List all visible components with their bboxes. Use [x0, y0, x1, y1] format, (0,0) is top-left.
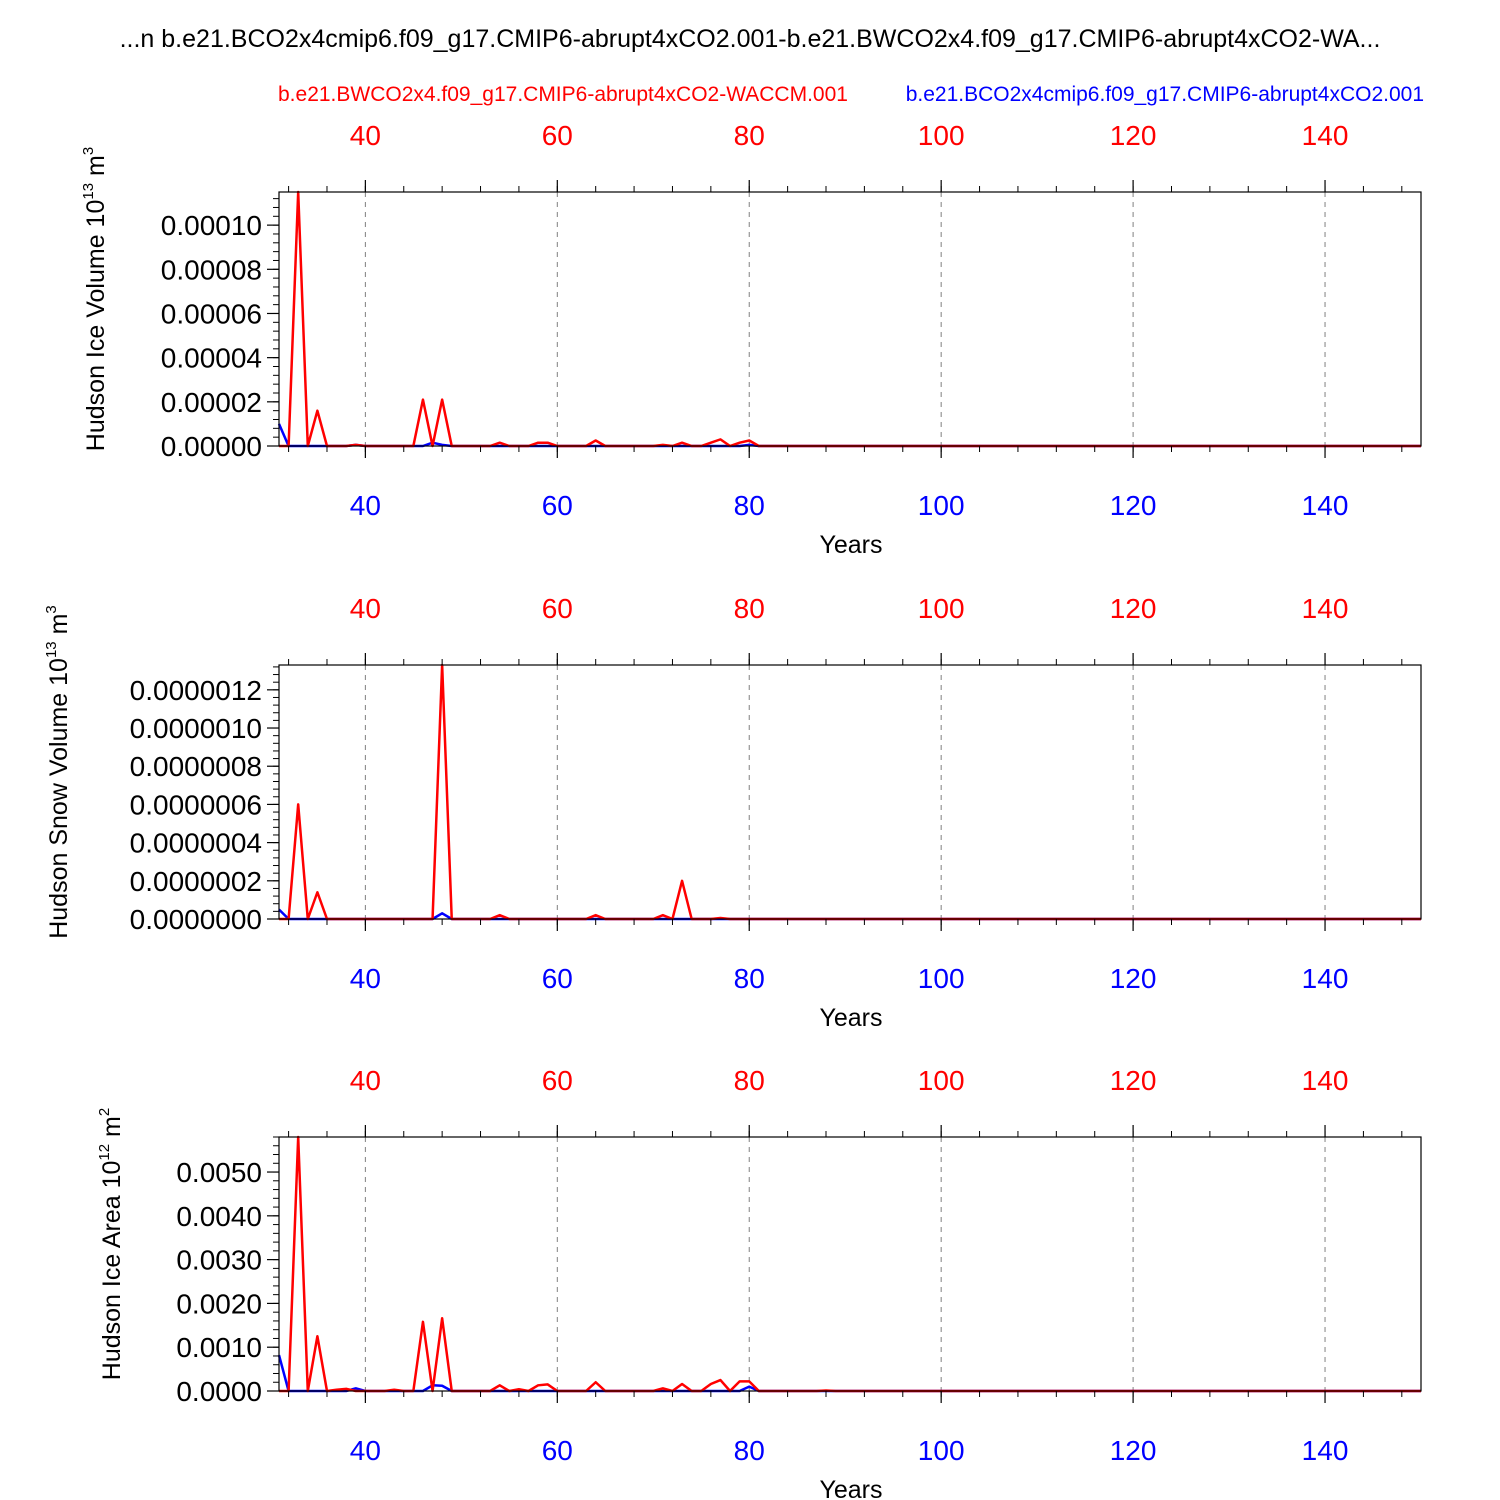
x-tick-label: 80 — [734, 490, 765, 521]
series-line-red — [279, 663, 1421, 921]
y-tick-label: 0.0000004 — [130, 828, 262, 859]
top-tick-label: 100 — [918, 1065, 965, 1096]
top-tick-label: 100 — [918, 593, 965, 624]
y-axis-label: Hudson Ice Area 1012 m2 — [96, 1108, 126, 1380]
top-tick-label: 60 — [542, 120, 573, 151]
y-tick-label: 0.0000 — [176, 1376, 262, 1407]
y-tick-label: 0.0000000 — [130, 904, 262, 935]
y-tick-label: 0.0020 — [176, 1288, 262, 1319]
series-line-red — [279, 190, 1421, 448]
x-tick-label: 100 — [918, 490, 965, 521]
top-tick-label: 40 — [350, 593, 381, 624]
top-tick-label: 120 — [1110, 120, 1157, 151]
y-axis-label: Hudson Snow Volume 1013 m3 — [43, 605, 73, 939]
y-tick-label: 0.0000010 — [130, 713, 262, 744]
top-tick-label: 40 — [350, 1065, 381, 1096]
x-axis-label: Years — [819, 1004, 882, 1032]
x-tick-label: 80 — [734, 963, 765, 994]
panel-1: 40 60 80 100 120 140 40 60 80 100 120 140 0.00000 0.0… — [80, 120, 1422, 559]
y-tick-label: 0.00008 — [161, 254, 262, 285]
top-tick-label: 60 — [542, 593, 573, 624]
top-tick-label: 140 — [1302, 120, 1349, 151]
plot-frame — [278, 1136, 1422, 1392]
y-tick-label: 0.0040 — [176, 1201, 262, 1232]
top-tick-label: 140 — [1302, 593, 1349, 624]
top-tick-label: 80 — [734, 593, 765, 624]
panel-3: 40 60 80 100 120 140 40 60 80 100 120 140 0.0000 0.00… — [96, 1065, 1422, 1500]
y-tick-label: 0.00000 — [161, 431, 262, 462]
top-tick-label: 100 — [918, 120, 965, 151]
top-tick-label: 60 — [542, 1065, 573, 1096]
x-tick-label: 120 — [1110, 1435, 1157, 1466]
top-tick-label: 140 — [1302, 1065, 1349, 1096]
x-tick-label: 120 — [1110, 963, 1157, 994]
y-tick-label: 0.0000012 — [130, 675, 262, 706]
x-tick-label: 120 — [1110, 490, 1157, 521]
x-tick-label: 60 — [542, 1435, 573, 1466]
x-tick-label: 80 — [734, 1435, 765, 1466]
y-axis-label: Hudson Ice Volume 1013 m3 — [80, 147, 110, 451]
y-tick-label: 0.0050 — [176, 1157, 262, 1188]
y-tick-label: 0.00002 — [161, 387, 262, 418]
plot-frame — [278, 664, 1422, 920]
x-tick-label: 40 — [350, 490, 381, 521]
y-tick-label: 0.0010 — [176, 1332, 262, 1363]
y-tick-label: 0.0000006 — [130, 789, 262, 820]
y-tick-label: 0.0000008 — [130, 751, 262, 782]
x-tick-label: 140 — [1302, 490, 1349, 521]
legend-red-series: b.e21.BWCO2x4.f09_g17.CMIP6-abrupt4xCO2-… — [278, 83, 848, 106]
x-tick-label: 140 — [1302, 1435, 1349, 1466]
top-tick-label: 40 — [350, 120, 381, 151]
series-line-red — [279, 1135, 1421, 1393]
top-tick-label: 80 — [734, 1065, 765, 1096]
figure-title: ...n b.e21.BCO2x4cmip6.f09_g17.CMIP6-abr… — [120, 25, 1381, 53]
top-tick-label: 120 — [1110, 1065, 1157, 1096]
x-tick-label: 100 — [918, 963, 965, 994]
legend-blue-series: b.e21.BCO2x4cmip6.f09_g17.CMIP6-abrupt4x… — [906, 83, 1424, 106]
x-tick-label: 40 — [350, 963, 381, 994]
x-axis-label: Years — [819, 1476, 882, 1500]
y-tick-label: 0.0000002 — [130, 866, 262, 897]
x-tick-label: 140 — [1302, 963, 1349, 994]
x-axis-label: Years — [819, 531, 882, 559]
plot-frame — [278, 191, 1422, 447]
x-tick-label: 60 — [542, 963, 573, 994]
y-tick-label: 0.00004 — [161, 343, 262, 374]
x-tick-label: 60 — [542, 490, 573, 521]
y-tick-label: 0.0030 — [176, 1245, 262, 1276]
x-tick-label: 100 — [918, 1435, 965, 1466]
top-tick-label: 80 — [734, 120, 765, 151]
x-tick-label: 40 — [350, 1435, 381, 1466]
y-tick-label: 0.00006 — [161, 298, 262, 329]
top-tick-label: 120 — [1110, 593, 1157, 624]
panel-2: 40 60 80 100 120 140 40 60 80 100 120 140 0.0000000 0… — [43, 593, 1422, 1032]
y-tick-label: 0.00010 — [161, 210, 262, 241]
